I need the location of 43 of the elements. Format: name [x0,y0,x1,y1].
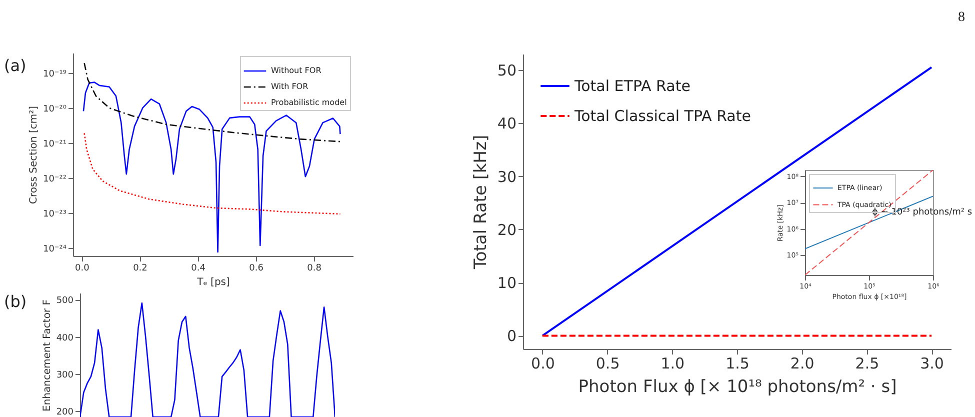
x-tick-label: 0.6 [249,264,264,274]
y-axis-title: Enhancement Factor F [42,299,53,412]
legend-label: Total Classical TPA Rate [574,107,751,125]
legend-label: Probabilistic model [271,98,347,107]
y-tick-label: 400 [56,333,74,344]
y-tick-label: 40 [497,114,516,133]
legend-label: Without FOR [271,66,322,75]
y-axis-title: Cross Section [cm²] [28,106,40,204]
y-tick-label: 10⁻²² [43,174,67,185]
x-axis-title: Photon Flux ϕ [× 10¹⁸ photons/m² · s] [578,377,897,397]
y-tick-label: 0 [506,327,516,346]
y-tick-label: 10⁻²⁴ [43,244,67,255]
x-tick-label: 0.0 [75,264,90,274]
x-tick-label: 0.2 [133,264,148,274]
x-tick-label: 2.5 [855,354,880,372]
y-tick-label: 30 [497,168,516,186]
y-tick-label: 50 [497,61,516,80]
x-tick-label: 3.0 [920,354,944,372]
x-tick-label: 0.5 [596,354,620,372]
x-tick-label: 0.8 [307,264,322,274]
y-axis-title: Total Rate [kHz] [470,134,491,270]
x-tick-label: 0.0 [531,354,555,372]
y-tick-label: 10⁻²¹ [43,140,67,150]
y-tick-label: 10⁻²³ [43,210,67,220]
line-series [80,302,335,417]
x-tick-label: 1.0 [660,354,685,372]
legend-label: With FOR [271,82,309,91]
x-axis-title: Tₑ [ps] [196,277,230,288]
legend-label: Total ETPA Rate [574,77,690,95]
chart-title: (a) [4,56,26,75]
y-tick-label: 300 [56,370,74,380]
y-tick-label: 200 [56,408,74,417]
y-tick-label: 10 [497,274,516,292]
text: 8 [958,10,965,26]
y-tick-label: 20 [497,220,516,239]
y-tick-label: 10⁻²⁰ [43,104,67,114]
x-tick-label: 1.5 [726,354,750,372]
chart-title: (b) [4,292,27,311]
y-tick-label: 500 [56,296,74,306]
line-series [84,132,341,215]
y-tick-label: 10⁻¹⁹ [43,69,67,80]
x-tick-label: 0.4 [191,264,206,274]
x-tick-label: 2.0 [790,354,814,372]
